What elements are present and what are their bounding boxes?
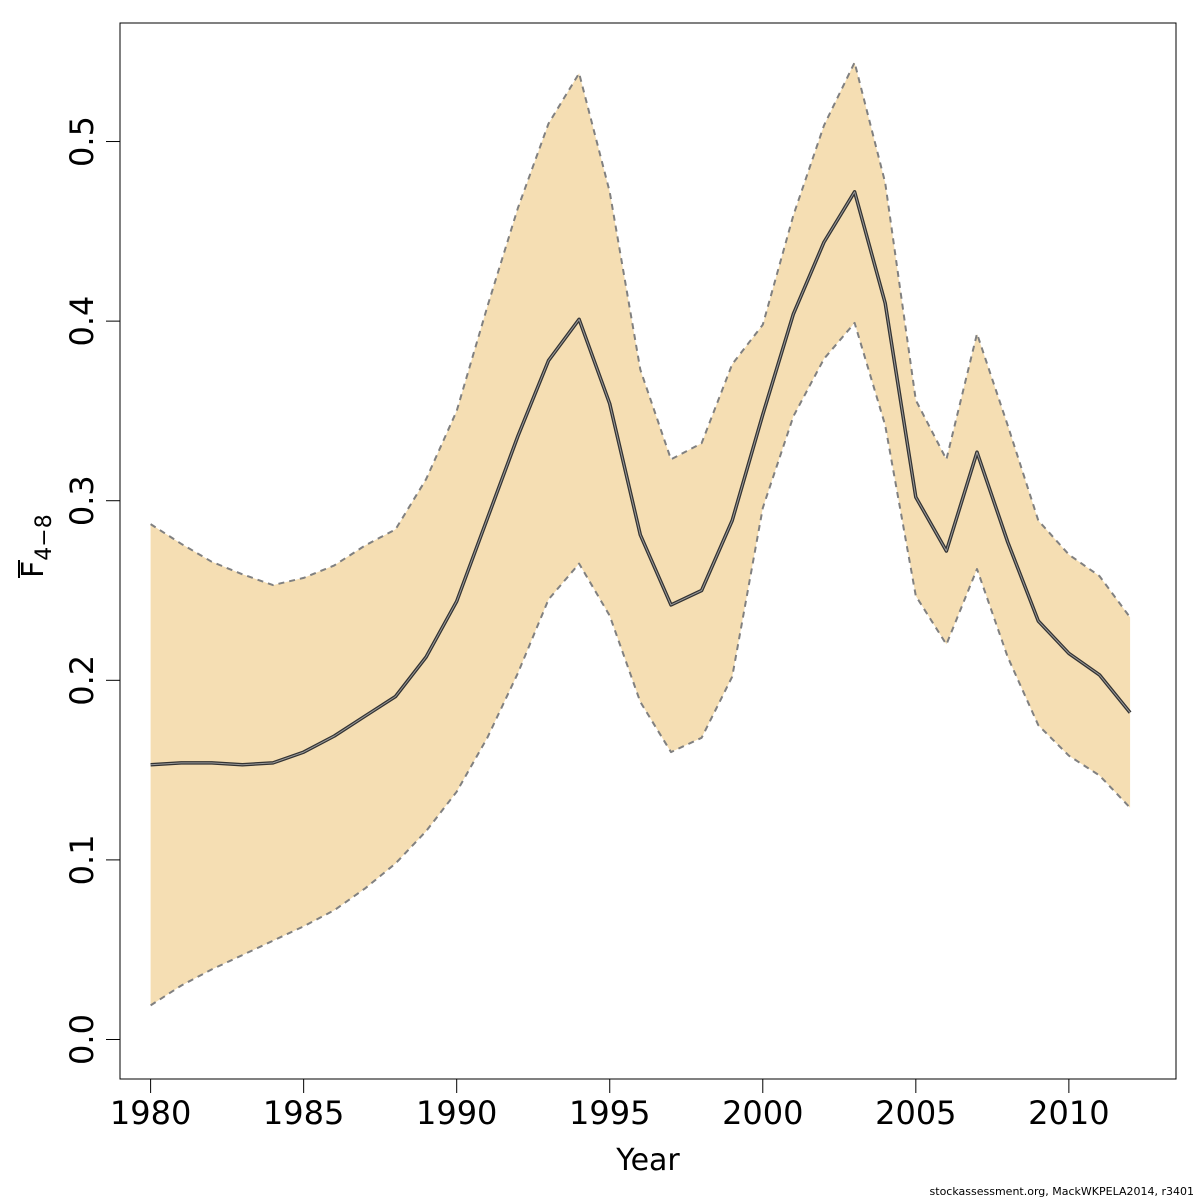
y-axis-title: F4−8 — [16, 514, 57, 578]
x-tick-label: 1990 — [416, 1094, 497, 1132]
y-tick-label: 0.5 — [63, 116, 101, 167]
y-tick-label: 0.0 — [63, 1014, 101, 1065]
x-tick-label: 1995 — [569, 1094, 650, 1132]
y-axis: 0.0 0.1 0.2 0.3 0.4 0.5 — [63, 116, 121, 1065]
x-axis: 1980 1985 1990 1995 2000 2005 2010 — [110, 1078, 1110, 1132]
x-tick-label: 2010 — [1028, 1094, 1109, 1132]
x-tick-label: 2005 — [875, 1094, 956, 1132]
svg-text:F4−8: F4−8 — [16, 514, 57, 578]
footer-note: stockassessment.org, MackWKPELA2014, r34… — [929, 1185, 1194, 1198]
y-tick-label: 0.3 — [63, 475, 101, 526]
x-tick-label: 1985 — [263, 1094, 344, 1132]
y-axis-title-main: F — [16, 561, 51, 578]
x-axis-title: Year — [615, 1143, 680, 1178]
upper-bound-line — [150, 61, 1131, 618]
y-tick-label: 0.4 — [63, 296, 101, 347]
x-tick-label: 2000 — [722, 1094, 803, 1132]
x-tick-label: 1980 — [110, 1094, 191, 1132]
estimate-line-core — [150, 191, 1131, 766]
y-axis-title-subscript: 4−8 — [32, 514, 57, 560]
y-tick-label: 0.2 — [63, 655, 101, 706]
y-tick-label: 0.1 — [63, 834, 101, 885]
